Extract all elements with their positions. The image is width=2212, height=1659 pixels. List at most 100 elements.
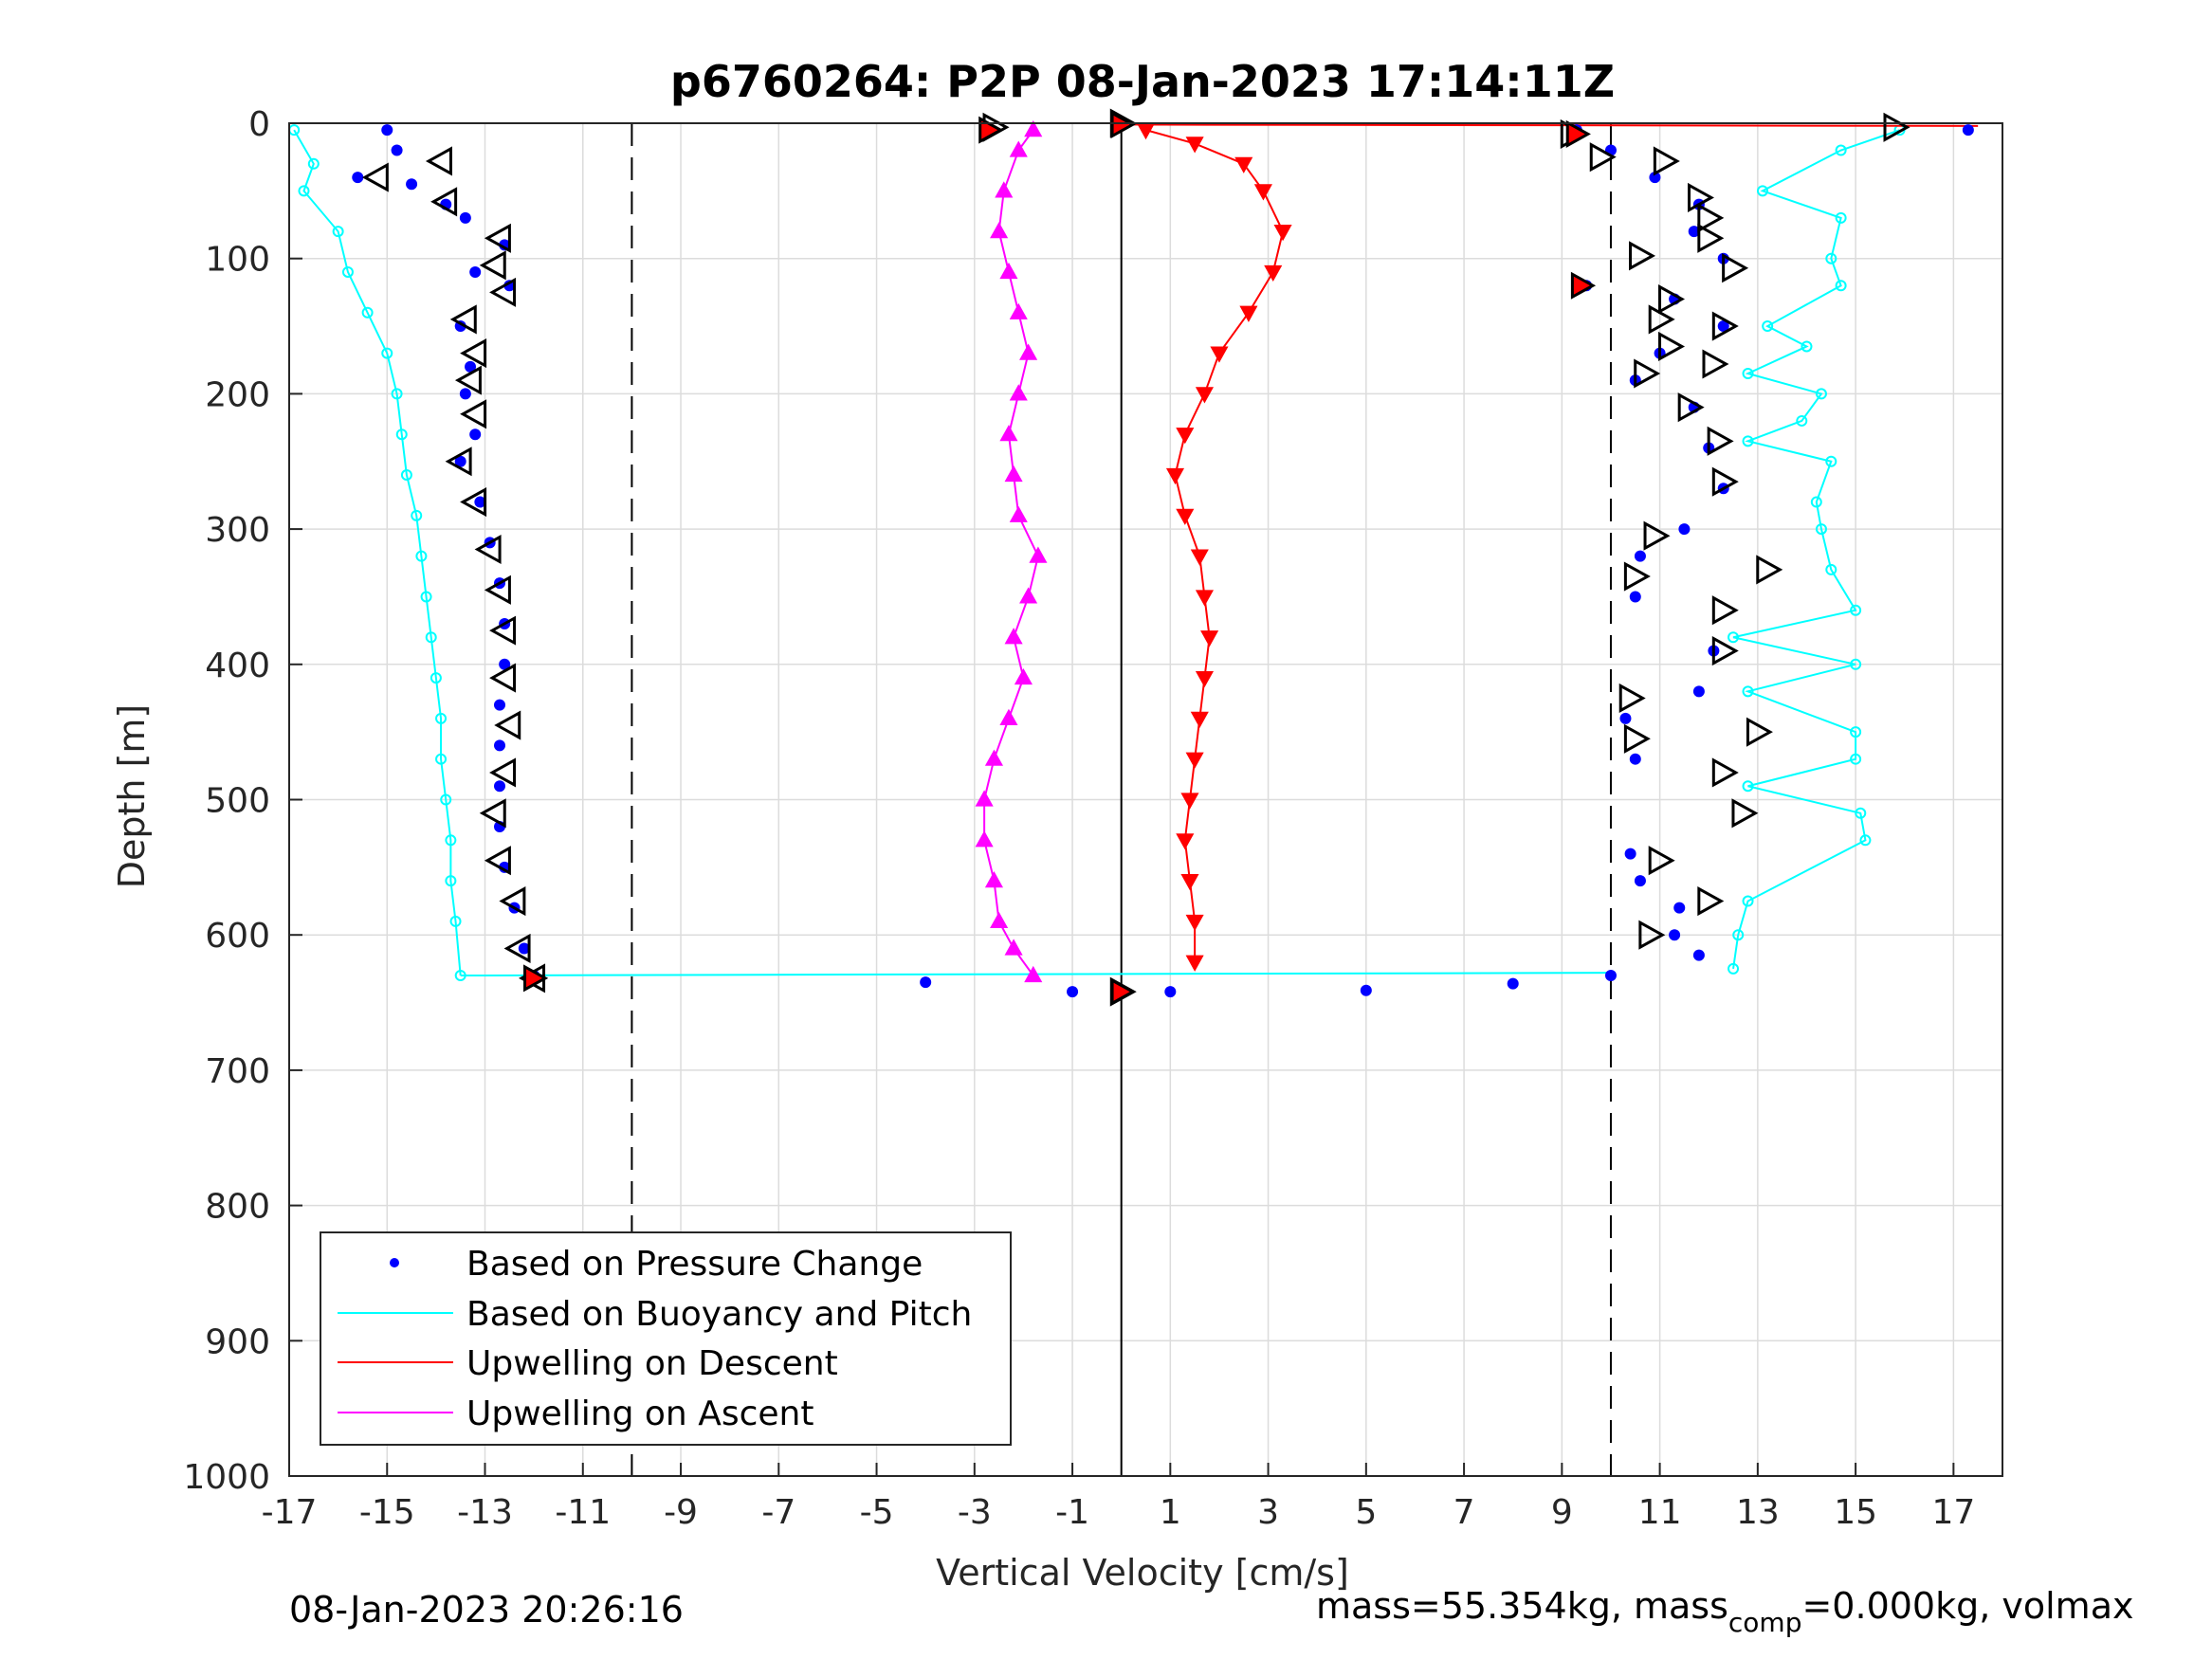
legend-buoyancy-label: Based on Buoyancy and Pitch [466,1295,972,1334]
highlight-marker [1570,271,1597,300]
x-tick-label: 7 [1453,1493,1475,1532]
dive-marker [489,663,517,693]
buoyancy-point [1728,631,1740,644]
y-tick-label: 400 [205,647,270,685]
climb-marker [1589,142,1617,173]
highlight-marker [1565,119,1591,148]
legend-descent-label: Upwelling on Descent [466,1344,838,1383]
climb-marker [1711,757,1739,788]
tick-labels: -17 -15 -13 -11 -9 -7 -5 -3 -1 1 3 5 7 9 11 13 15 1701002… [183,105,1975,1532]
pressure-point [1507,977,1519,990]
dive-marker [445,447,472,477]
footer-mass-sub: comp [1728,1607,1802,1638]
ascent-point [999,425,1018,442]
footer-mass-suffix: =0.000kg, volmax [1801,1585,2134,1627]
x-tick-label: 11 [1638,1493,1682,1532]
buoyancy-climb-line [1732,129,1900,970]
x-tick-label: -1 [1055,1493,1089,1532]
pressure-point [1649,172,1661,184]
pressure-point [1624,848,1636,860]
buoyancy-point [1810,496,1822,508]
descent-point [1185,752,1204,769]
climb-marker [1658,331,1686,362]
legend: Based on Pressure Change Based on Buoyan… [320,1231,1012,1446]
descent-point [1253,184,1272,201]
chart-title: p6760264: P2P 08-Jan-2023 17:14:11Z [670,56,1615,107]
buoyancy-point [1742,435,1754,447]
descent-point [1264,264,1283,283]
pressure-point [1717,320,1729,333]
buoyancy-point [425,631,437,644]
buoyancy-point [332,226,344,238]
pressure-point [1619,712,1632,724]
pressure-point [454,455,466,467]
buoyancy-point [415,550,428,562]
buoyancy-point [341,265,354,278]
ascent-point [1009,505,1028,522]
climb-marker [1697,223,1725,253]
pressure-point [1629,753,1641,765]
pressure-point [391,144,403,156]
x-tick-label: -15 [359,1493,415,1532]
buoyancy-point [1742,367,1754,379]
dive-marker [460,487,487,518]
descent-point [1273,225,1292,242]
highlight-marker [978,116,1004,144]
pressure-point [494,699,506,711]
x-tick-label: -9 [664,1493,698,1532]
y-tick-label: 800 [205,1188,270,1227]
buoyancy-point [1825,563,1837,575]
buoyancy-point [391,388,403,400]
ascent-point [1024,965,1043,983]
x-tick-label: -11 [555,1493,611,1532]
buoyancy-point [445,834,457,847]
climb-marker [1731,798,1759,829]
dive-marker [484,223,511,253]
descent-point [1185,955,1204,972]
pressure-point [518,942,530,955]
pressure-point [352,172,364,184]
y-tick-label: 1000 [183,1458,270,1497]
ascent-point [1019,343,1038,360]
dive-marker [479,250,506,281]
buoyancy-point [381,347,393,359]
x-tick-label: 9 [1551,1493,1573,1532]
buoyancy-point [411,509,423,521]
pressure-point [474,496,486,508]
x-tick-label: 13 [1736,1493,1780,1532]
footer-timestamp-text: 08-Jan-2023 20:26:16 [289,1589,684,1631]
buoyancy-point [1801,340,1813,353]
climb-marker [1711,466,1739,497]
buoyancy-point [440,793,452,806]
buoyancy-point [1835,280,1847,292]
legend-pressure-marker [390,1258,399,1267]
buoyancy-point [1815,523,1827,536]
pressure-point [499,658,511,670]
ascent-point [990,222,1009,239]
descent-point [1200,630,1219,647]
climb-marker [1711,595,1739,626]
descent-point [1239,305,1258,322]
ascent-point [1014,667,1033,685]
pressure-point [1669,929,1681,941]
pressure-point [1164,986,1177,998]
legend-pressure-label: Based on Pressure Change [466,1245,923,1284]
pressure-point [1692,685,1705,698]
descent-line [1145,129,1285,962]
dive-marker [489,277,517,307]
legend-box [320,1231,1012,1446]
buoyancy-point [420,591,432,603]
climb-marker [1722,253,1749,283]
x-tick-label: 5 [1355,1493,1377,1532]
climb-marker [1688,182,1714,213]
dive-marker [489,615,517,646]
ascent-point [990,911,1009,929]
x-axis-label: Vertical Velocity [cm/s] [936,1552,1349,1594]
highlight-marker [1110,977,1136,1006]
buoyancy-point [1728,962,1740,975]
ascent-point [1024,120,1043,137]
buoyancy-dive-line [293,129,462,976]
x-tick-label: -3 [958,1493,992,1532]
buoyancy-point [1850,604,1862,616]
